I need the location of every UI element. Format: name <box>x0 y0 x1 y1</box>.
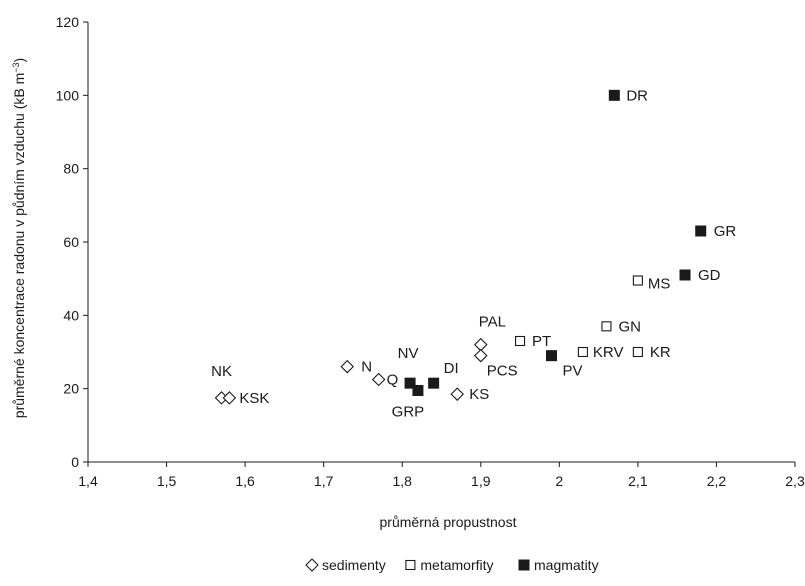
y-tick-label: 60 <box>63 234 79 250</box>
x-tick-label: 1,5 <box>157 473 177 489</box>
legend-label: magmatity <box>534 557 599 573</box>
legend: sedimenty metamorfity magmatity <box>305 557 599 573</box>
x-tick-label: 2,1 <box>628 473 648 489</box>
data-point-sedimenty <box>371 372 386 387</box>
y-tick-label: 0 <box>71 454 79 470</box>
data-label: NV <box>398 345 419 362</box>
data-label: PCS <box>487 363 518 380</box>
data-point-metamorfity <box>632 275 643 286</box>
data-label: KR <box>650 344 671 361</box>
data-label: KS <box>469 386 489 403</box>
x-tick-label: 2,2 <box>707 473 727 489</box>
data-label: KSK <box>239 390 269 407</box>
y-tick-label: 100 <box>56 87 80 103</box>
data-point-magmatity <box>679 269 691 281</box>
data-point-magmatity <box>412 385 424 396</box>
y-tick-label: 120 <box>56 14 80 30</box>
data-point-metamorfity <box>577 346 588 358</box>
data-point-sedimenty <box>450 387 464 401</box>
data-label: PT <box>532 333 551 350</box>
data-point-magmatity <box>608 89 620 101</box>
axes <box>83 21 796 467</box>
x-tick-label: 2,3 <box>785 473 805 489</box>
x-axis-title: průměrná propustnost <box>380 514 517 530</box>
data-point-sedimenty <box>473 348 488 363</box>
data-point-magmatity <box>404 377 416 389</box>
data-label: NK <box>211 363 232 380</box>
data-point-sedimenty <box>473 337 488 352</box>
data-label: N <box>361 359 372 376</box>
data-label: DR <box>626 87 648 104</box>
data-label: PAL <box>479 314 506 331</box>
x-tick-label: 1,4 <box>78 473 98 489</box>
legend-marker-metamorfity <box>405 559 416 571</box>
data-label: GD <box>698 267 721 284</box>
x-tick-label: 2 <box>555 473 563 489</box>
data-label: KRV <box>593 344 624 361</box>
legend-label: metamorfity <box>420 557 493 573</box>
data-label: MS <box>648 276 671 293</box>
data-point-magmatity <box>428 377 440 389</box>
data-label: PV <box>562 363 582 380</box>
legend-marker-magmatity <box>518 559 530 571</box>
data-label: GRP <box>392 404 425 421</box>
legend-marker-sedimenty <box>305 558 319 572</box>
point-labels: NK KSK NQ KS PAL PCS PT KRV GN KR MS NV GRP DI PV DR GD G… <box>211 87 736 420</box>
x-tick-label: 1,7 <box>314 473 334 489</box>
data-point-sedimenty <box>340 359 355 374</box>
y-tick-label: 40 <box>63 307 79 323</box>
data-label: GR <box>714 223 737 240</box>
y-tick-label: 80 <box>63 161 79 177</box>
x-tick-label: 1,9 <box>471 473 491 489</box>
data-point-magmatity <box>695 225 707 237</box>
data-label: DI <box>444 360 459 377</box>
data-points <box>214 89 707 405</box>
y-axis-title: průměrné koncentrace radonu v půdním vzd… <box>11 58 27 418</box>
data-label: Q <box>387 372 399 389</box>
legend-label: sedimenty <box>322 557 386 573</box>
y-tick-label: 20 <box>63 381 79 397</box>
y-axis-title-main: průměrné koncentrace radonu v půdním vzd… <box>11 73 27 419</box>
y-axis-title-end: ) <box>11 58 27 63</box>
y-axis-title-sup: −3 <box>11 62 21 72</box>
data-label: GN <box>618 318 641 335</box>
data-point-metamorfity <box>601 321 612 332</box>
data-point-metamorfity <box>515 335 526 347</box>
data-point-magmatity <box>545 350 557 362</box>
x-tick-label: 1,6 <box>235 473 255 489</box>
data-point-metamorfity <box>632 346 643 358</box>
x-tick-label: 1,8 <box>392 473 412 489</box>
tick-labels: 0 20 40 60 80 100 120 1,4 1,5 1,6 1,7 1,8 1,9 2 2,1 2,2… <box>56 14 805 489</box>
data-point-sedimenty <box>222 391 237 405</box>
